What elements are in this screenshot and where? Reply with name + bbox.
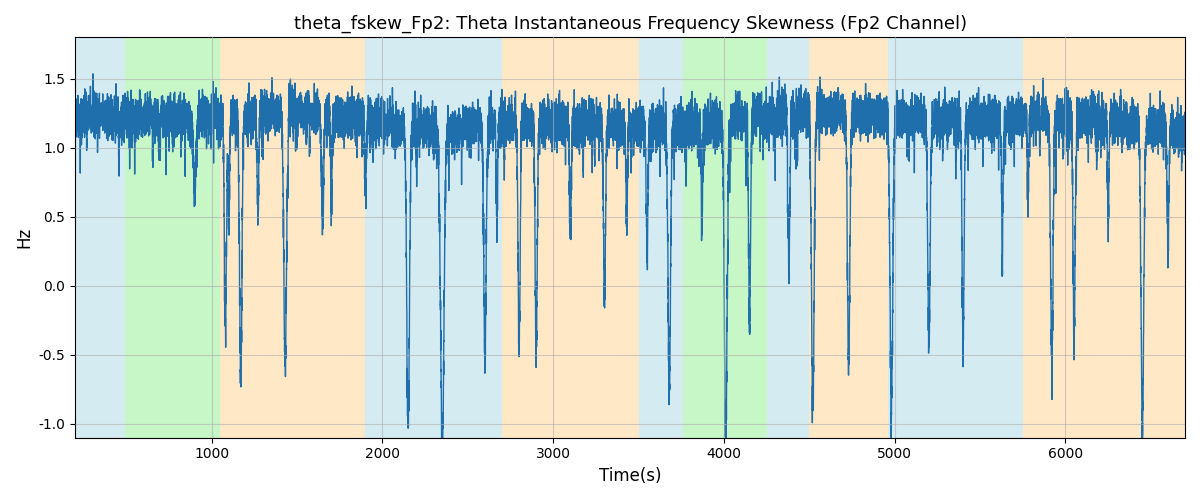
Title: theta_fskew_Fp2: Theta Instantaneous Frequency Skewness (Fp2 Channel): theta_fskew_Fp2: Theta Instantaneous Fre… — [294, 15, 967, 34]
Bar — [502, 38, 638, 438]
Bar — [1057, 38, 1186, 438]
X-axis label: Time(s): Time(s) — [599, 467, 661, 485]
Bar — [888, 38, 1022, 438]
Bar — [221, 38, 366, 438]
Bar — [638, 38, 683, 438]
Bar — [125, 38, 221, 438]
Bar — [767, 38, 809, 438]
Bar — [683, 38, 767, 438]
Bar — [76, 38, 125, 438]
Bar — [366, 38, 502, 438]
Bar — [1022, 38, 1057, 438]
Bar — [809, 38, 888, 438]
Y-axis label: Hz: Hz — [14, 227, 34, 248]
